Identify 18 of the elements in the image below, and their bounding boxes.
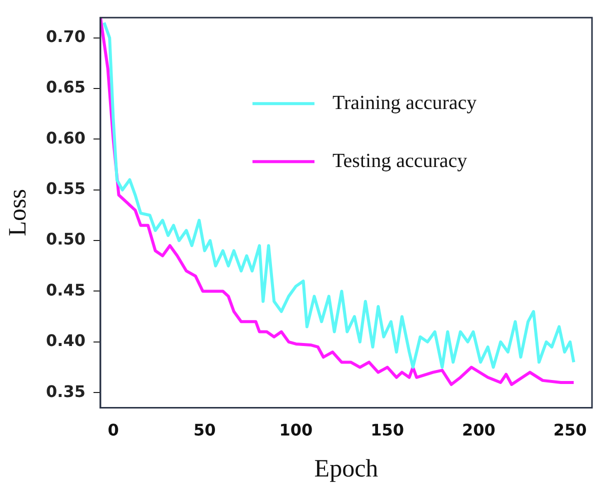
x-tick-label: 50 bbox=[193, 420, 216, 440]
y-tick-label: 0.45 bbox=[46, 280, 86, 300]
x-tick-label: 200 bbox=[462, 420, 496, 440]
x-tick-label: 100 bbox=[279, 420, 313, 440]
y-tick-label: 0.55 bbox=[46, 179, 86, 198]
y-tick-label: 0.60 bbox=[46, 128, 86, 148]
x-tick-label: 250 bbox=[553, 420, 587, 440]
y-tick-label: 0.40 bbox=[46, 331, 86, 350]
legend-label: Training accuracy bbox=[332, 92, 477, 114]
x-axis-title: Epoch bbox=[314, 456, 379, 483]
x-tick-label: 150 bbox=[370, 420, 404, 440]
x-tick-label: 0 bbox=[108, 420, 119, 440]
y-tick-label: 0.70 bbox=[46, 27, 86, 46]
y-tick-label: 0.35 bbox=[46, 382, 86, 401]
y-tick-label: 0.65 bbox=[46, 78, 86, 97]
legend-label: Testing accuracy bbox=[332, 150, 468, 172]
y-axis-title: Loss bbox=[4, 189, 32, 236]
y-tick-label: 0.50 bbox=[46, 230, 86, 249]
